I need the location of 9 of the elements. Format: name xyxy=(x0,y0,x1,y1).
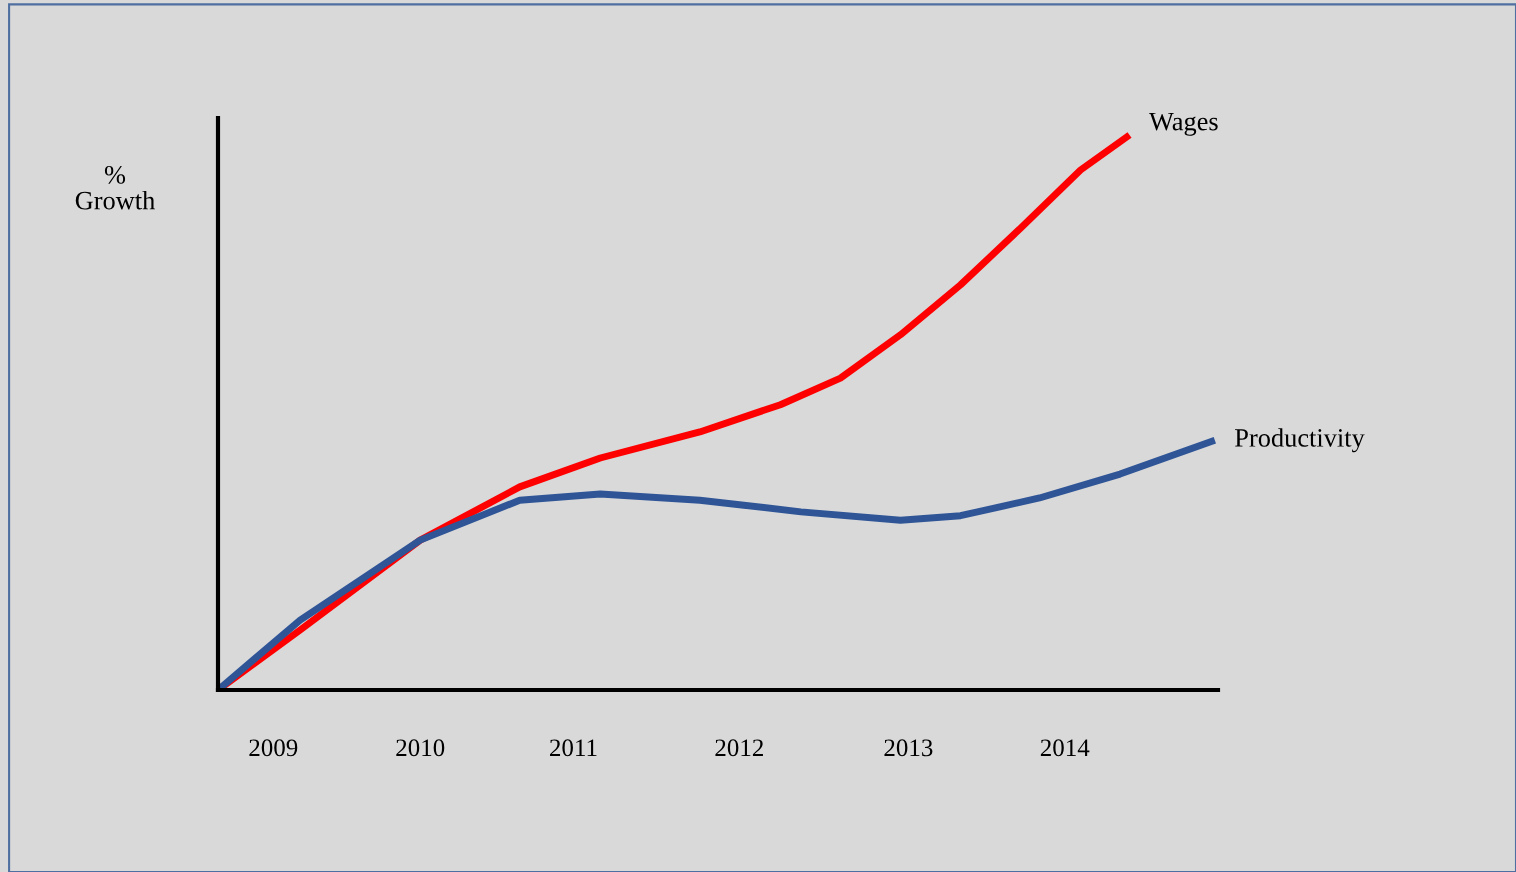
x-tick-label: 2009 xyxy=(249,739,298,757)
x-tick-label: 2010 xyxy=(396,739,445,757)
y-axis-title: % Growth xyxy=(75,165,155,210)
series-label: Wages xyxy=(1149,112,1218,136)
x-tick-label: 2013 xyxy=(884,739,933,757)
x-tick-label: 2011 xyxy=(550,739,597,757)
x-tick-label: 2012 xyxy=(715,739,763,757)
series-label: Productivity xyxy=(1235,428,1365,453)
x-tick-label: 2014 xyxy=(1040,739,1090,757)
